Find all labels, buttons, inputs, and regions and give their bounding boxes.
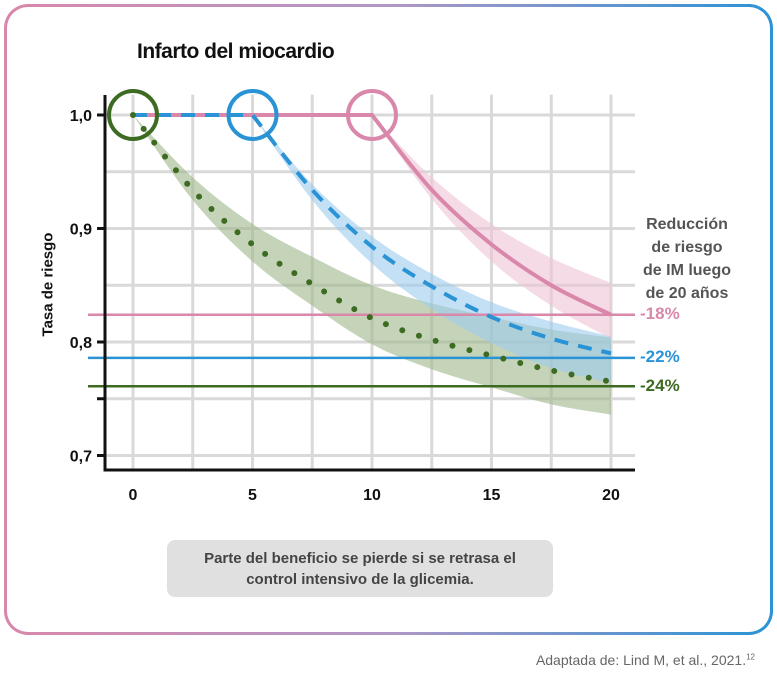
chart-title: Infarto del miocardio: [137, 40, 335, 63]
caption-text: Parte del beneficio se pierde si se retr…: [204, 549, 516, 588]
source-note: Adaptada de: Lind M, et al., 2021.12: [536, 652, 755, 668]
source-text: Adaptada de: Lind M, et al., 2021.: [535, 652, 747, 668]
reduction-label-blue: -22%: [640, 347, 680, 366]
y-tick-label: 0,7: [70, 449, 92, 466]
reduction-label-green: -24%: [640, 376, 680, 395]
x-tick-label: 20: [602, 487, 620, 504]
start-marker-green: [107, 89, 159, 141]
confidence-band-pink: [372, 115, 611, 339]
y-tick-label: 1,0: [70, 108, 92, 125]
start-marker-blue: [226, 89, 279, 141]
source-ref: 12: [746, 652, 755, 662]
reduction-label-pink: -18%: [640, 304, 680, 323]
legend-title: Reducción de riesgo de IM luego de 20 añ…: [643, 216, 731, 302]
caption-box: Parte del beneficio se pierde si se retr…: [167, 540, 553, 597]
risk-curve-green: [130, 112, 614, 385]
x-tick-label: 5: [248, 487, 257, 504]
x-tick-label: 10: [363, 487, 381, 504]
x-tick-label: 0: [129, 487, 138, 504]
y-tick-label: 0,9: [70, 222, 92, 239]
x-tick-label: 15: [483, 487, 501, 504]
risk-curve-pink: [133, 113, 612, 317]
start-marker-pink: [346, 89, 398, 141]
y-tick-label: 0,8: [70, 335, 92, 352]
